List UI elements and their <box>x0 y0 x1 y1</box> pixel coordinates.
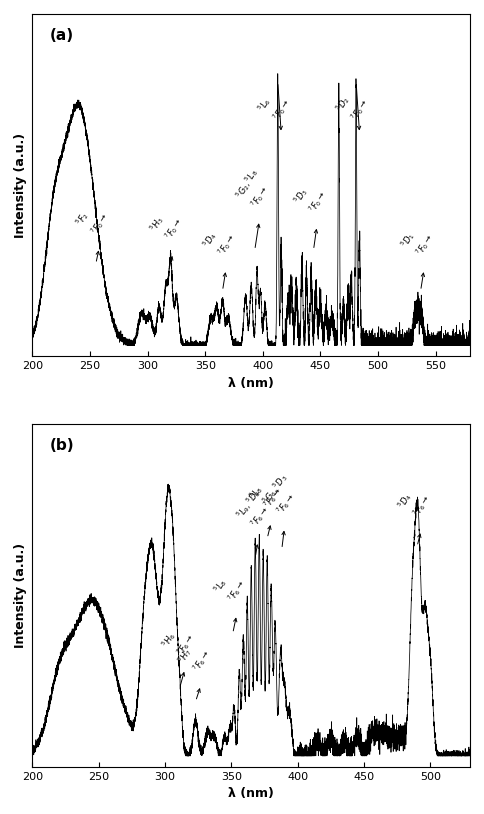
Text: (a): (a) <box>50 28 74 42</box>
Text: $^{5}L_{6}$
$^{7}F_{0}\rightarrow$: $^{5}L_{6}$ $^{7}F_{0}\rightarrow$ <box>255 87 293 123</box>
Text: $^{5}D_{1}$
$^{7}F_{0}\rightarrow$: $^{5}D_{1}$ $^{7}F_{0}\rightarrow$ <box>398 223 436 258</box>
Text: (b): (b) <box>50 438 75 453</box>
Text: $^{5}L_{8}$
$^{7}F_{6}\rightarrow$: $^{5}L_{8}$ $^{7}F_{6}\rightarrow$ <box>246 475 285 511</box>
Text: $^{5}H_{7}$
$^{7}F_{6}\rightarrow$: $^{5}H_{7}$ $^{7}F_{6}\rightarrow$ <box>175 639 213 674</box>
Text: $^{5}D_{4}$
$^{7}F_{6}\rightarrow$: $^{5}D_{4}$ $^{7}F_{6}\rightarrow$ <box>395 484 433 519</box>
Text: $^{5}G_{6},^{5}D_{3}$
$^{7}F_{6}\rightarrow$: $^{5}G_{6},^{5}D_{3}$ $^{7}F_{6}\rightar… <box>260 470 305 517</box>
Text: $^{5}D_{2}$
$^{7}F_{0}\rightarrow$: $^{5}D_{2}$ $^{7}F_{0}\rightarrow$ <box>333 87 372 123</box>
Text: $^{5}L_{8}$
$^{7}F_{6}\rightarrow$: $^{5}L_{8}$ $^{7}F_{6}\rightarrow$ <box>211 568 249 604</box>
Text: $^{5}D_{4}$
$^{7}F_{0}\rightarrow$: $^{5}D_{4}$ $^{7}F_{0}\rightarrow$ <box>200 223 238 258</box>
Text: $^{5}D_{3}$
$^{7}F_{0}\rightarrow$: $^{5}D_{3}$ $^{7}F_{0}\rightarrow$ <box>291 179 329 215</box>
Text: $^{5}G_{2},^{5}L_{8}$
$^{7}F_{0}\rightarrow$: $^{5}G_{2},^{5}L_{8}$ $^{7}F_{0}\rightar… <box>233 165 276 209</box>
Y-axis label: Intensity (a.u.): Intensity (a.u.) <box>14 543 27 648</box>
X-axis label: λ (nm): λ (nm) <box>228 787 274 800</box>
Text: $^{5}L_{9},^{5}D_{2}$
$^{7}F_{6}\rightarrow$: $^{5}L_{9},^{5}D_{2}$ $^{7}F_{6}\rightar… <box>233 486 277 531</box>
X-axis label: λ (nm): λ (nm) <box>228 377 274 390</box>
Y-axis label: Intensity (a.u.): Intensity (a.u.) <box>14 133 27 238</box>
Text: $^{5}F_{2}$
$^{7}F_{0}\rightarrow$: $^{5}F_{2}$ $^{7}F_{0}\rightarrow$ <box>73 201 111 237</box>
Text: $^{5}H_{6}$
$^{7}F_{6}\rightarrow$: $^{5}H_{6}$ $^{7}F_{6}\rightarrow$ <box>159 623 197 658</box>
Text: $^{5}H_{3}$
$^{7}F_{0}\rightarrow$: $^{5}H_{3}$ $^{7}F_{0}\rightarrow$ <box>147 207 185 242</box>
